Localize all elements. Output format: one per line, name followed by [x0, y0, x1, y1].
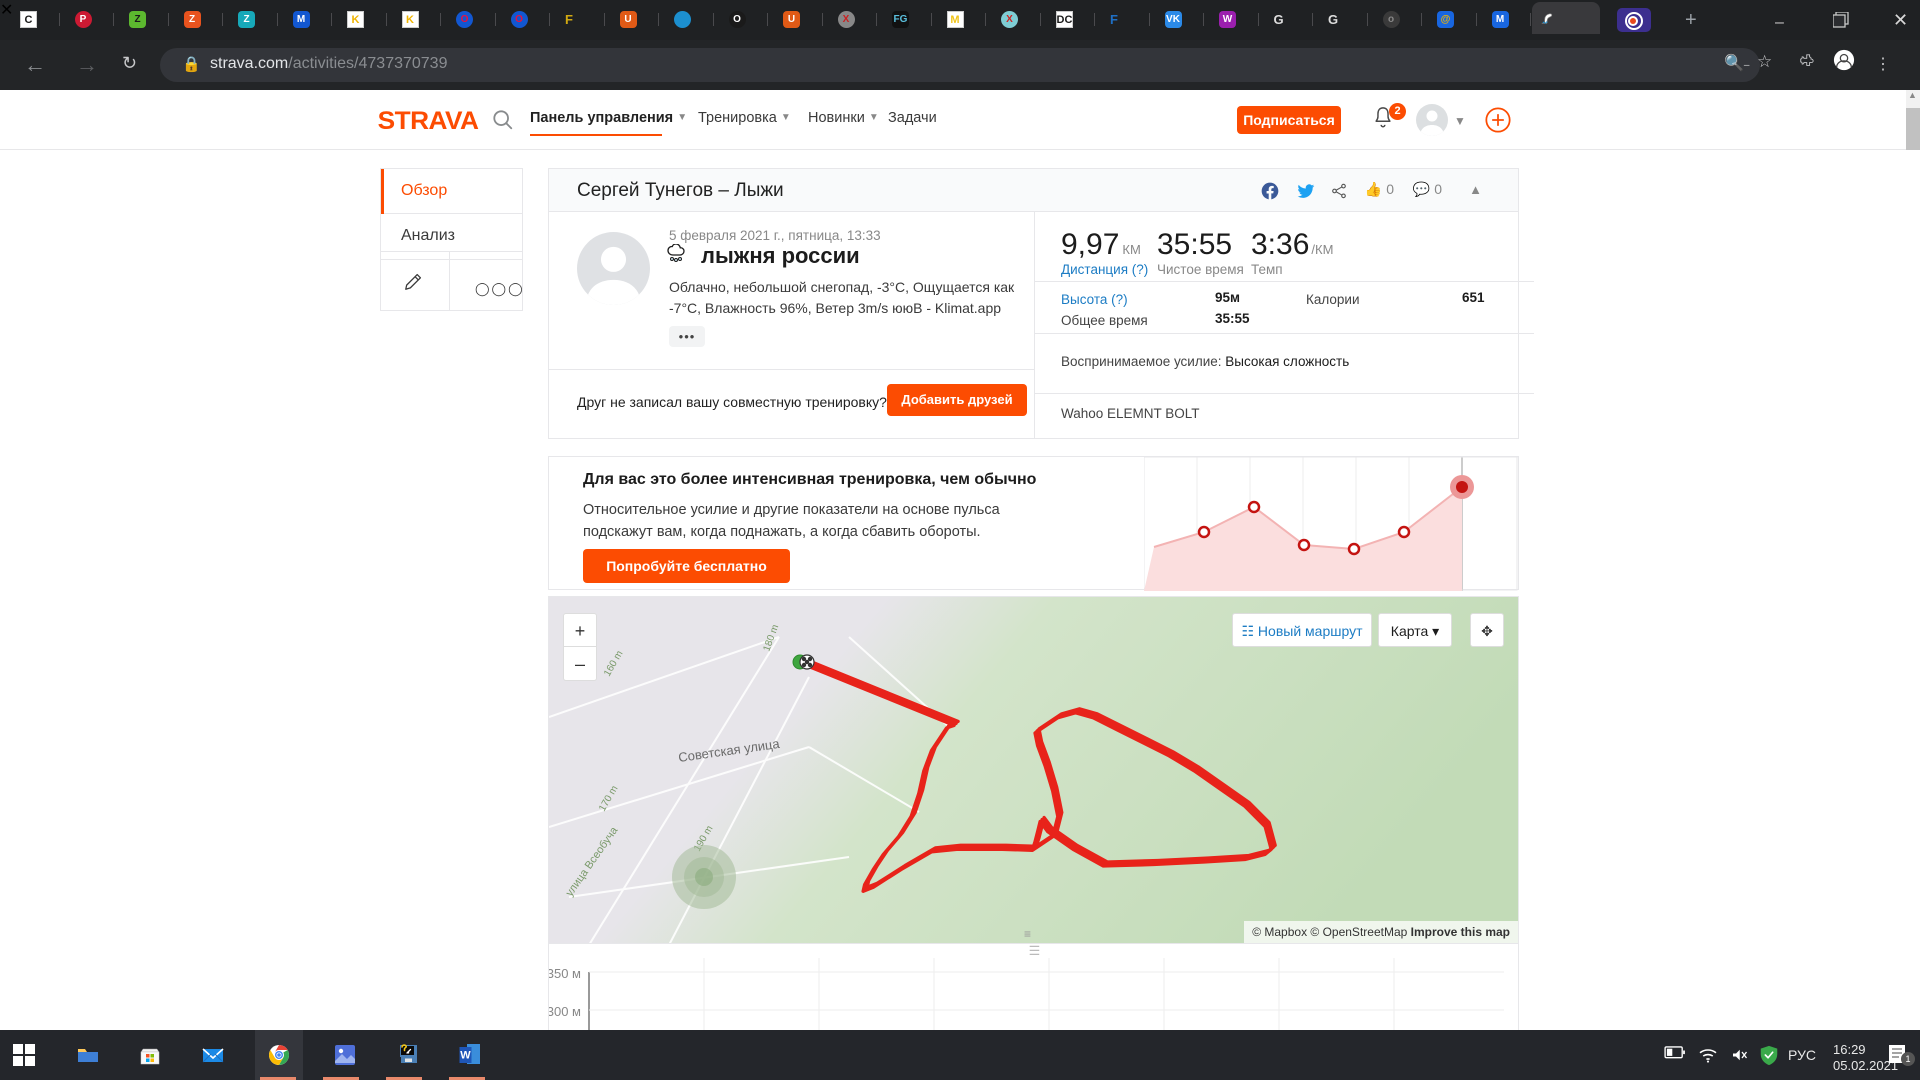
svg-text:350 м: 350 м [549, 966, 581, 981]
svg-text:300 м: 300 м [549, 1004, 581, 1019]
svg-text:W: W [460, 1050, 471, 1062]
svg-text:1: 1 [1905, 1054, 1910, 1064]
